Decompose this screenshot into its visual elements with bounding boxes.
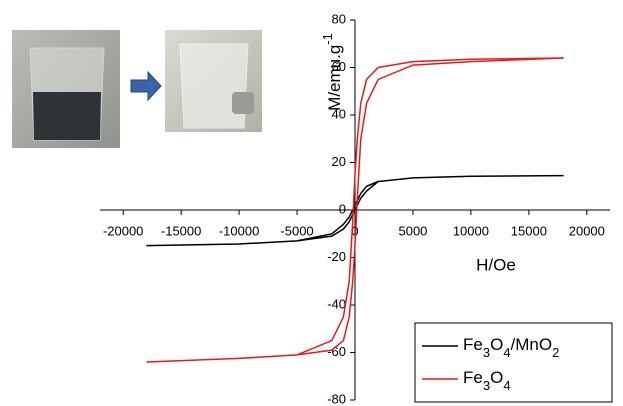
y-tick-label: 40: [332, 106, 346, 121]
x-tick-label: 5000: [398, 223, 427, 238]
y-tick-label: -40: [327, 296, 346, 311]
x-tick-label: 20000: [569, 223, 605, 238]
y-tick-label: 0: [339, 201, 346, 216]
y-tick-label: 80: [332, 11, 346, 26]
y-tick-label: -60: [327, 344, 346, 359]
arrow: [130, 70, 162, 102]
y-tick-label: 20: [332, 154, 346, 169]
y-tick-label: -80: [327, 391, 346, 406]
y-axis-title: M/emu.g-1: [320, 33, 345, 111]
legend-label: Fe3O4/MnO2: [463, 335, 559, 359]
x-tick-label: -10000: [219, 223, 259, 238]
x-tick-label: -15000: [161, 223, 201, 238]
x-tick-label: -5000: [280, 223, 313, 238]
x-axis-title: H/Oe: [476, 255, 516, 274]
y-tick-label: -20: [327, 249, 346, 264]
photo-before: [12, 30, 120, 148]
x-tick-label: -20000: [103, 223, 143, 238]
x-tick-label: 10000: [453, 223, 489, 238]
series-line: [146, 174, 564, 247]
photo-after: [165, 30, 262, 132]
x-tick-label: 15000: [511, 223, 547, 238]
legend-label: Fe3O4: [463, 368, 511, 392]
legend: [414, 322, 613, 403]
y-tick-label: 60: [332, 59, 346, 74]
series-line: [146, 57, 564, 363]
